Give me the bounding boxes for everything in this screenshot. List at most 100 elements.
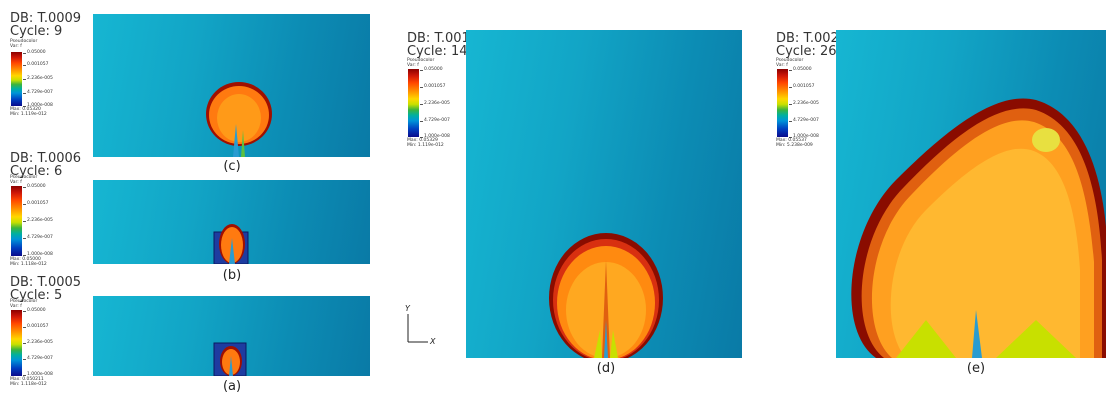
simulation-panel-c: [93, 14, 370, 157]
legend-var-name: Var: f: [407, 62, 419, 68]
cycle-label: Cycle: 26: [776, 44, 837, 59]
flame-stem: [604, 320, 608, 358]
color-legend-e: Pseudocolor Var: f 0.05000 0.001057 2.23…: [776, 58, 836, 153]
flame-base: [996, 320, 1076, 358]
legend-var-name: Var: f: [776, 62, 788, 68]
color-legend-b: Pseudocolor Var: f 0.05000 0.001057 2.23…: [10, 175, 70, 270]
cycle-label: Cycle: 14: [407, 44, 468, 59]
legend-tick: 0.05000: [23, 308, 46, 313]
legend-tick: 2.236e-005: [23, 76, 53, 81]
legend-max: Max: 0.05320: [10, 107, 41, 112]
legend-max: Max: 0.05000: [10, 257, 41, 262]
simulation-panel-d: [466, 30, 742, 358]
db-title: DB: T.0009: [10, 11, 82, 26]
axis-triad: [407, 314, 428, 343]
legend-max: Max: 0.05329: [407, 138, 438, 143]
legend-plot-name: Pseudocolor: [10, 39, 38, 44]
caption-e: (e): [966, 361, 986, 376]
legend-max: Max: 0.05537: [776, 138, 807, 143]
time-header-d: DB: T.0014 Cycle: 14: [407, 32, 478, 58]
flame-stem: [610, 330, 618, 358]
legend-tick: 0.001057: [22, 62, 49, 67]
caption-b: (b): [222, 268, 242, 283]
flame-stem: [241, 130, 245, 157]
legend-tick: 2.236e-005: [23, 340, 53, 345]
db-title: DB: T.0014: [407, 31, 479, 46]
flame-core: [602, 260, 610, 358]
flame-hotspot: [1032, 128, 1060, 152]
flame-plume-a: [213, 342, 247, 376]
flame-stem: [229, 356, 233, 376]
legend-tick: 0.001057: [788, 84, 815, 89]
simulation-panel-e: [836, 30, 1106, 358]
legend-tick: 2.236e-005: [789, 101, 819, 106]
legend-tick: 2.236e-005: [23, 218, 53, 223]
db-title: DB: T.0005: [10, 275, 82, 290]
legend-tick: 4.729e-007: [420, 118, 450, 123]
flame-plume-c: [206, 82, 272, 157]
legend-max: Max: 0.050211: [10, 377, 44, 382]
caption-d: (d): [596, 361, 616, 376]
legend-tick: 1.000e-008: [23, 372, 53, 377]
legend-var-name: Var: f: [10, 179, 22, 185]
legend-colorbar: [11, 52, 22, 106]
legend-min: Min: 1.118e-012: [10, 262, 47, 267]
legend-tick: 0.05000: [789, 67, 812, 72]
legend-tick: 0.001057: [419, 84, 446, 89]
color-legend-c: Pseudocolor Var: f 0.05000 0.001057 2.23…: [10, 39, 70, 118]
legend-tick: 2.236e-005: [420, 101, 450, 106]
legend-tick: 0.05000: [23, 184, 46, 189]
caption-c: (c): [223, 159, 241, 174]
legend-tick: 0.001057: [22, 201, 49, 206]
legend-var-name: Var: f: [10, 303, 22, 309]
legend-min: Min: 1.119e-012: [10, 112, 47, 117]
cycle-label: Cycle: 5: [10, 288, 63, 303]
legend-colorbar: [408, 69, 419, 137]
color-legend-d: Pseudocolor Var: f 0.05000 0.001057 2.23…: [407, 58, 467, 153]
legend-tick: 0.05000: [23, 50, 46, 55]
cycle-label: Cycle: 6: [10, 164, 63, 179]
legend-tick: 0.05000: [420, 67, 443, 72]
db-title: DB: T.0026: [776, 31, 848, 46]
time-header-a: DB: T.0005 Cycle: 5: [10, 276, 81, 302]
legend-tick: 1.000e-008: [789, 134, 819, 139]
axis-y-label: Y: [405, 304, 410, 313]
flame-plume-d: [549, 233, 663, 358]
legend-colorbar: [11, 186, 22, 256]
db-title: DB: T.0006: [10, 151, 82, 166]
legend-tick: 4.729e-007: [23, 356, 53, 361]
flame-stem: [229, 238, 235, 264]
flame-stem: [594, 330, 602, 358]
legend-tick: 4.729e-007: [23, 90, 53, 95]
legend-min: Min: 5.238e-009: [776, 143, 813, 148]
legend-plot-name: Pseudocolor: [10, 299, 38, 304]
flame-plume-b: [213, 224, 249, 264]
legend-colorbar: [777, 69, 788, 137]
legend-tick: 1.000e-008: [23, 103, 53, 108]
flame-inner: [217, 94, 261, 142]
time-header-e: DB: T.0026 Cycle: 26: [776, 32, 847, 58]
legend-min: Min: 1.119e-012: [407, 143, 444, 148]
time-header-c: DB: T.0009 Cycle: 9: [10, 12, 81, 38]
simulation-panel-a: [93, 296, 370, 376]
legend-tick: 4.729e-007: [23, 235, 53, 240]
legend-plot-name: Pseudocolor: [407, 58, 435, 63]
legend-tick: 1.000e-008: [23, 252, 53, 257]
legend-var-name: Var: f: [10, 43, 22, 49]
legend-tick: 4.729e-007: [789, 118, 819, 123]
flame-stem: [972, 310, 982, 358]
flame-base: [896, 320, 956, 358]
flame-inner: [890, 148, 1080, 358]
simulation-panel-b: [93, 180, 370, 264]
axis-x-label: X: [430, 337, 436, 346]
legend-plot-name: Pseudocolor: [776, 58, 804, 63]
flame-stem: [233, 124, 239, 157]
legend-colorbar: [11, 310, 22, 376]
legend-tick: 1.000e-008: [420, 134, 450, 139]
flame-plume-e: [851, 98, 1106, 358]
time-header-b: DB: T.0006 Cycle: 6: [10, 152, 81, 178]
cycle-label: Cycle: 9: [10, 24, 63, 39]
legend-plot-name: Pseudocolor: [10, 175, 38, 180]
legend-tick: 0.001057: [22, 324, 49, 329]
legend-min: Min: 1.118e-012: [10, 382, 47, 387]
